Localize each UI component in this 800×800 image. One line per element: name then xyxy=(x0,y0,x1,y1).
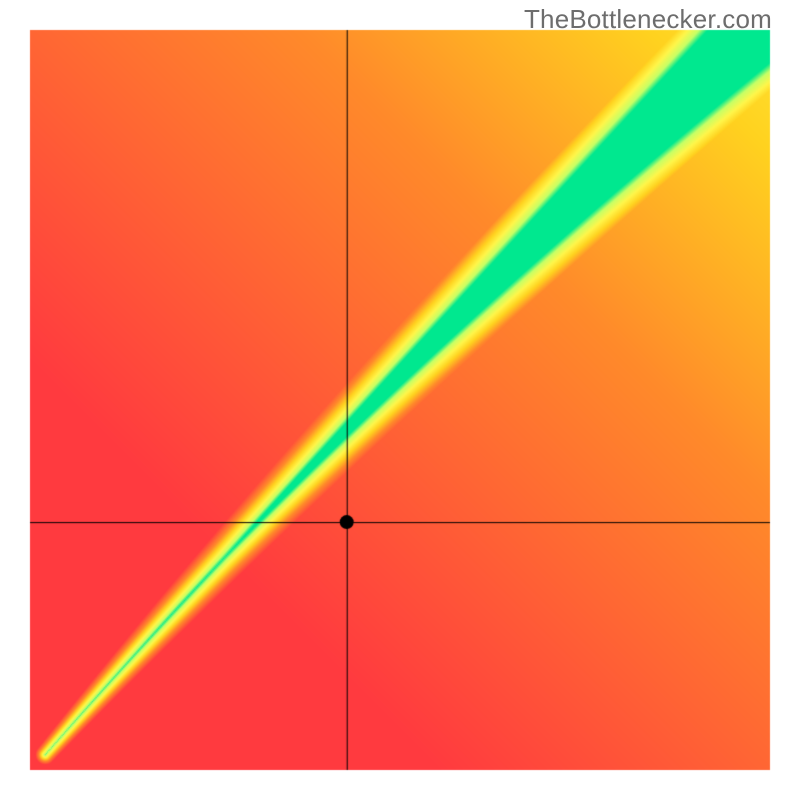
chart-container: TheBottlenecker.com xyxy=(0,0,800,800)
watermark-text: TheBottlenecker.com xyxy=(524,4,772,35)
heatmap-canvas xyxy=(0,0,800,800)
